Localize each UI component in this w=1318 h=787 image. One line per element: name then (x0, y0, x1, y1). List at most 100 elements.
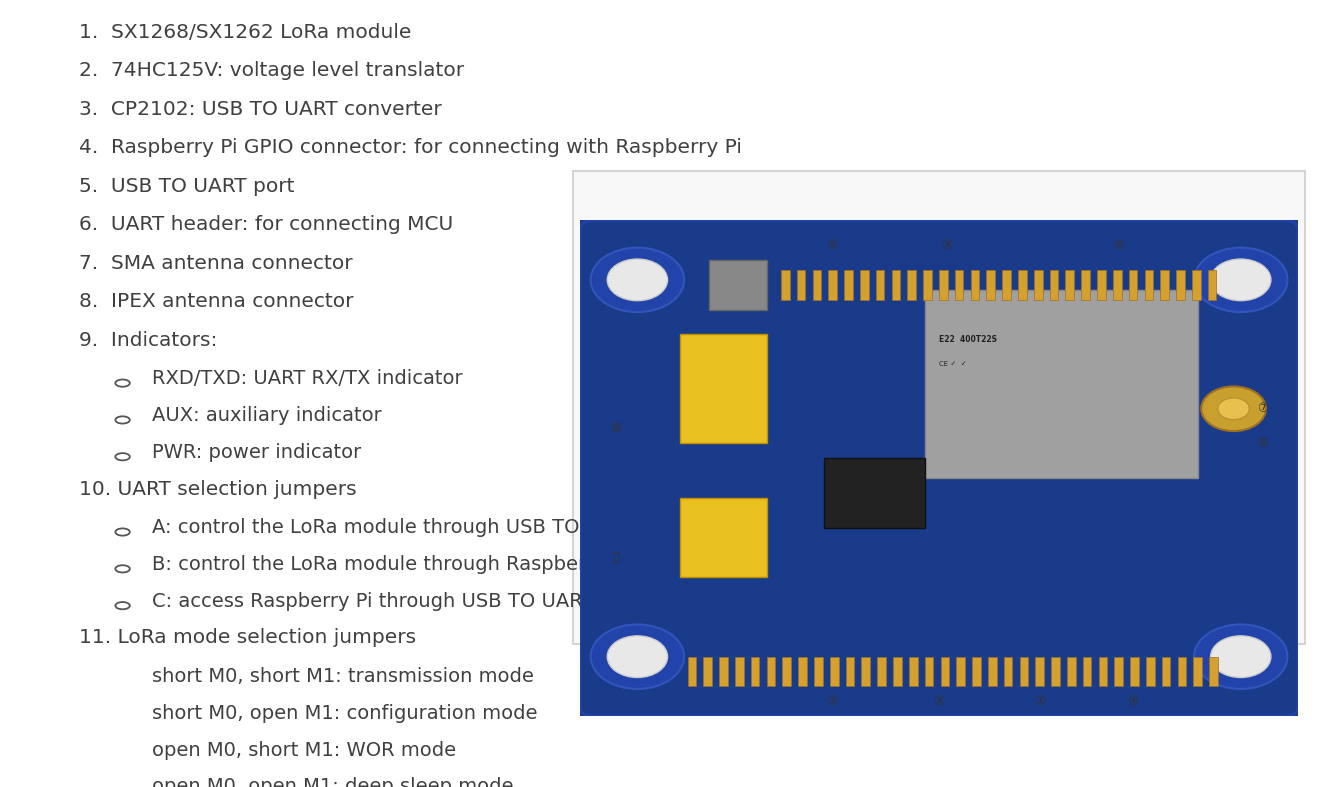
Bar (924, 270, 932, 300)
Bar (1020, 656, 1028, 686)
Bar (573, 171, 1305, 645)
Bar (1052, 656, 1060, 686)
Text: 5.  USB TO UART port: 5. USB TO UART port (79, 177, 295, 196)
Bar (680, 498, 767, 578)
Bar (862, 656, 870, 686)
Bar (1097, 270, 1106, 300)
Bar (1191, 270, 1201, 300)
Text: C: access Raspberry Pi through USB TO UART: C: access Raspberry Pi through USB TO UA… (152, 592, 593, 611)
Circle shape (1211, 636, 1271, 678)
Bar (829, 270, 837, 300)
Bar (1145, 656, 1155, 686)
Bar (845, 270, 853, 300)
Bar (878, 656, 886, 686)
Text: E22  400T22S: E22 400T22S (938, 334, 998, 344)
Text: ①: ① (1035, 695, 1045, 708)
Bar (1082, 656, 1091, 686)
Text: 2.  74HC125V: voltage level translator: 2. 74HC125V: voltage level translator (79, 61, 464, 80)
Text: A: control the LoRa module through USB TO UART: A: control the LoRa module through USB T… (152, 518, 637, 537)
Circle shape (590, 248, 684, 312)
Text: short M0, short M1: transmission mode: short M0, short M1: transmission mode (152, 667, 534, 686)
Bar (1098, 656, 1107, 686)
Bar (797, 270, 805, 300)
Circle shape (1201, 386, 1265, 431)
Bar (894, 656, 902, 686)
Text: 8.  IPEX antenna connector: 8. IPEX antenna connector (79, 292, 353, 311)
Bar (1065, 270, 1074, 300)
Bar (988, 656, 996, 686)
Bar (1160, 270, 1169, 300)
Bar (815, 656, 822, 686)
Bar (892, 270, 900, 300)
Text: ⧉: ⧉ (1276, 604, 1285, 619)
Bar (1049, 270, 1058, 300)
Text: B: control the LoRa module through Raspberry Pi: B: control the LoRa module through Raspb… (152, 555, 627, 574)
Bar (1161, 656, 1170, 686)
Bar (735, 656, 743, 686)
Bar (830, 656, 838, 686)
Text: short M0, open M1: configuration mode: short M0, open M1: configuration mode (152, 704, 536, 722)
Bar (1176, 270, 1185, 300)
Bar (1002, 270, 1011, 300)
Bar (973, 656, 981, 686)
Bar (767, 656, 775, 686)
Text: 11. LoRa mode selection jumpers: 11. LoRa mode selection jumpers (79, 629, 416, 648)
Text: 7.  SMA antenna connector: 7. SMA antenna connector (79, 253, 353, 273)
Bar (1177, 656, 1186, 686)
Text: 6.  UART header: for connecting MCU: 6. UART header: for connecting MCU (79, 216, 453, 235)
Bar (940, 270, 948, 300)
Text: open M0, open M1: deep sleep mode: open M0, open M1: deep sleep mode (152, 778, 513, 787)
Bar (908, 270, 916, 300)
Text: 4.  Raspberry Pi GPIO connector: for connecting with Raspberry Pi: 4. Raspberry Pi GPIO connector: for conn… (79, 139, 742, 157)
Text: 3.  CP2102: USB TO UART converter: 3. CP2102: USB TO UART converter (79, 100, 442, 119)
Bar (909, 656, 917, 686)
Bar (1033, 270, 1043, 300)
Bar (925, 656, 933, 686)
Text: CE ✓  ✓: CE ✓ ✓ (938, 361, 966, 368)
Bar (1144, 270, 1153, 300)
Bar (861, 270, 869, 300)
Bar (957, 656, 965, 686)
Text: ②: ② (933, 695, 945, 708)
Text: ⑪: ⑪ (612, 551, 619, 564)
Text: RXD/TXD: UART RX/TX indicator: RXD/TXD: UART RX/TX indicator (152, 369, 463, 388)
Circle shape (590, 624, 684, 689)
Bar (824, 458, 925, 528)
Text: ⑦: ⑦ (1256, 402, 1268, 416)
Text: ⑤: ⑤ (825, 238, 837, 252)
Bar (876, 270, 884, 300)
Bar (986, 270, 995, 300)
Bar (799, 656, 807, 686)
Bar (1128, 270, 1137, 300)
Text: ⑩: ⑩ (610, 422, 622, 435)
Circle shape (608, 636, 667, 678)
Text: ⑨: ⑨ (941, 238, 952, 252)
Circle shape (608, 259, 667, 301)
Text: 9.  Indicators:: 9. Indicators: (79, 331, 217, 349)
Bar (720, 656, 728, 686)
Text: ③: ③ (825, 695, 837, 708)
Bar (688, 656, 696, 686)
Bar (1114, 656, 1123, 686)
Bar (1068, 656, 1075, 686)
Circle shape (1211, 259, 1271, 301)
Text: PWR: power indicator: PWR: power indicator (152, 443, 361, 462)
Text: ④: ④ (1127, 695, 1139, 708)
Bar (1209, 656, 1218, 686)
Bar (1036, 656, 1044, 686)
Bar (709, 260, 767, 309)
Bar (813, 270, 821, 300)
Bar (846, 656, 854, 686)
Circle shape (1194, 248, 1288, 312)
Bar (751, 656, 759, 686)
Bar (1112, 270, 1122, 300)
Text: AUX: auxiliary indicator: AUX: auxiliary indicator (152, 406, 381, 425)
Bar (782, 270, 789, 300)
Bar (1017, 270, 1027, 300)
Bar (954, 270, 963, 300)
Text: 10. UART selection jumpers: 10. UART selection jumpers (79, 479, 357, 499)
Bar (925, 290, 1198, 478)
Bar (704, 656, 712, 686)
Bar (941, 656, 949, 686)
Circle shape (1218, 398, 1249, 419)
